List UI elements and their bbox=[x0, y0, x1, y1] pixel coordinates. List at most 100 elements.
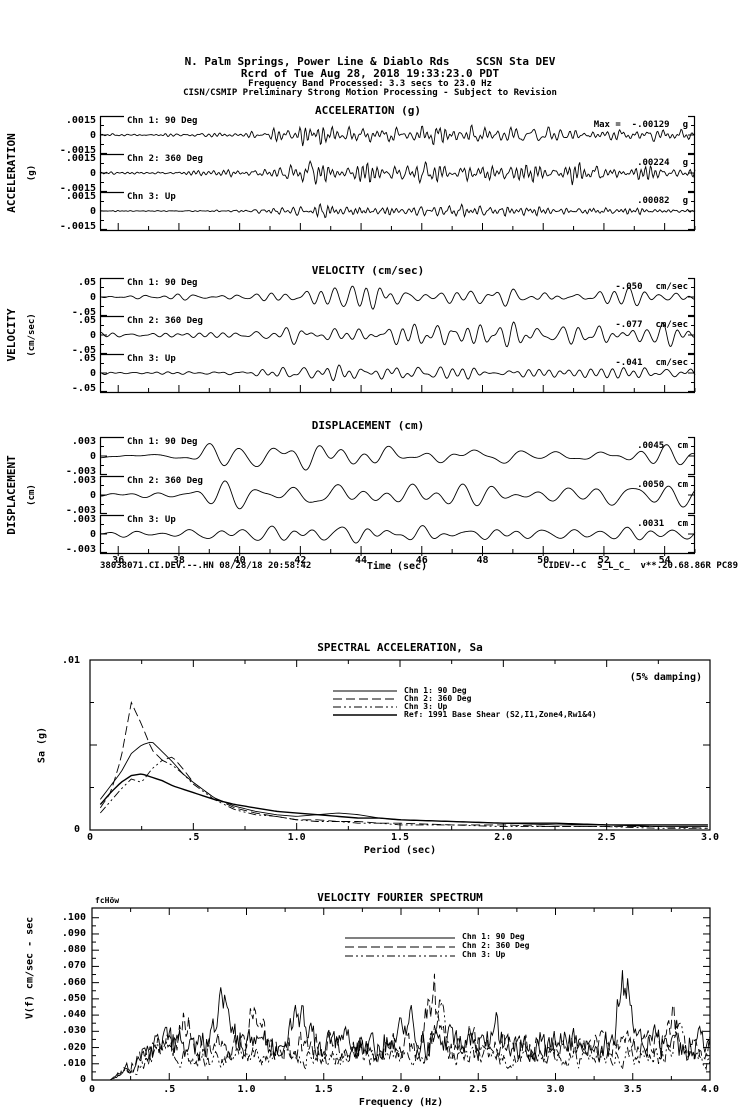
trace-y-max-label: .003 bbox=[71, 514, 96, 525]
fourier-x-tick-label: 2.5 bbox=[469, 1084, 488, 1095]
fourier-y-tick-label: .030 bbox=[61, 1025, 86, 1037]
sa-x-tick-label: 2.5 bbox=[597, 832, 616, 843]
record-datetime: Rcrd of Tue Aug 28, 2018 19:33:23.0 PDT bbox=[240, 67, 500, 80]
time-tick-label: 54 bbox=[658, 555, 671, 566]
sa-legend-chn1: Chn 1: 90 Deg bbox=[404, 686, 467, 695]
trace-y-min-label: -.05 bbox=[71, 383, 96, 394]
channel-label: Chn 1: 90 Deg bbox=[127, 437, 198, 447]
trace-max-annotation: .00082 g bbox=[637, 196, 688, 207]
fourier-x-tick-label: 3.0 bbox=[546, 1084, 565, 1095]
sa-curve bbox=[99, 759, 708, 829]
sa-x-tick-label: 1.5 bbox=[390, 832, 410, 843]
max-unit: g bbox=[682, 158, 688, 168]
trace-y-max-label: .05 bbox=[77, 277, 96, 288]
sa-damping-note: (5% damping) bbox=[629, 672, 702, 683]
sa-curve bbox=[99, 701, 708, 829]
seismic-trace bbox=[99, 525, 696, 544]
max-value: -.041 bbox=[615, 358, 643, 368]
seismic-trace bbox=[99, 159, 696, 186]
sa-x-tick-label: 2.0 bbox=[494, 832, 513, 843]
trace-y-min-label: -.0015 bbox=[59, 145, 96, 156]
channel-label: Chn 1: 90 Deg bbox=[127, 278, 198, 288]
trace-y-min-label: -.05 bbox=[71, 307, 96, 318]
max-value: .0031 bbox=[637, 519, 665, 529]
max-unit: cm/sec bbox=[655, 320, 688, 330]
frequency-band: Frequency Band Processed: 3.3 secs to 23… bbox=[248, 79, 492, 89]
fourier-spectrum-curve bbox=[92, 998, 711, 1081]
max-unit: g bbox=[682, 120, 688, 130]
time-tick-label: 46 bbox=[415, 555, 428, 566]
channel-label: Chn 3: Up bbox=[127, 354, 176, 364]
trace-y-min-label: -.003 bbox=[65, 466, 96, 477]
record-title: N. Palm Springs, Power Line & Diablo Rds… bbox=[184, 55, 556, 68]
fourier-y-tick-label: .010 bbox=[61, 1057, 86, 1069]
fourier-x-tick-label: 0 bbox=[88, 1084, 96, 1095]
fourier-legend-chn3: Chn 3: Up bbox=[462, 950, 506, 959]
trace-max-annotation: -.041 cm/sec bbox=[615, 358, 688, 369]
sa-plot-box bbox=[89, 659, 711, 831]
trace-y-zero-label: 0 bbox=[89, 451, 96, 462]
fourier-y-tick-label: .020 bbox=[61, 1041, 86, 1053]
fourier-x-tick-label: 3.5 bbox=[623, 1084, 642, 1095]
velocity-axis-label: VELOCITY bbox=[4, 308, 18, 362]
acceleration-axis-unit: (g) bbox=[27, 164, 38, 182]
trace-y-zero-label: 0 bbox=[89, 490, 96, 501]
trace-y-zero-label: 0 bbox=[89, 206, 96, 217]
acceleration-axis-label: ACCELERATION bbox=[4, 133, 18, 213]
fourier-x-tick-label: 4.0 bbox=[700, 1084, 720, 1095]
processing-version-footer: CIDEV--C S_L_C_ v**.20.68.86R PC89 bbox=[542, 561, 738, 571]
processing-note: CISN/CSMIP Preliminary Strong Motion Pro… bbox=[183, 88, 557, 98]
trace-y-zero-label: 0 bbox=[89, 130, 96, 141]
trace-y-min-label: -.003 bbox=[65, 544, 96, 555]
max-unit: g bbox=[682, 196, 688, 206]
max-value: .00082 bbox=[637, 196, 670, 206]
sa-x-tick-label: 1.0 bbox=[287, 832, 306, 843]
channel-label: Chn 3: Up bbox=[127, 192, 176, 202]
trace-max-annotation: .0031 cm bbox=[637, 519, 688, 530]
seismic-trace bbox=[99, 285, 696, 310]
max-value: .0045 bbox=[637, 441, 665, 451]
trace-y-max-label: .05 bbox=[77, 315, 96, 326]
sa-y-axis-label: Sa (g) bbox=[36, 726, 48, 764]
trace-max-annotation: -.077 cm/sec bbox=[615, 320, 688, 331]
trace-y-max-label: .003 bbox=[71, 436, 96, 447]
trace-y-min-label: -.003 bbox=[65, 505, 96, 516]
sa-y-zero-label: 0 bbox=[73, 824, 80, 835]
fourier-legend-chn2: Chn 2: 360 Deg bbox=[462, 941, 530, 950]
fourier-legend-chn1: Chn 1: 90 Deg bbox=[462, 932, 525, 941]
max-unit: cm/sec bbox=[655, 282, 688, 292]
trace-y-max-label: .0015 bbox=[65, 153, 96, 164]
trace-max-annotation: .0050 cm bbox=[637, 480, 688, 491]
max-unit: cm bbox=[677, 519, 688, 529]
max-value: -.077 bbox=[615, 320, 643, 330]
max-unit: cm/sec bbox=[655, 358, 688, 368]
channel-label: Chn 2: 360 Deg bbox=[127, 154, 203, 164]
fourier-corner-label: fcHöw bbox=[95, 896, 120, 905]
trace-y-min-label: -.0015 bbox=[59, 183, 96, 194]
time-tick-label: 52 bbox=[597, 555, 610, 566]
sa-legend-ref: Ref: 1991 Base Shear (S2,I1,Zone4,Rw1&4) bbox=[404, 710, 597, 719]
trace-y-min-label: -.05 bbox=[71, 345, 96, 356]
channel-label: Chn 2: 360 Deg bbox=[127, 476, 203, 486]
sa-x-axis-label: Period (sec) bbox=[363, 845, 437, 856]
max-unit: cm bbox=[677, 441, 688, 451]
trace-y-max-label: .003 bbox=[71, 475, 96, 486]
time-tick-label: 42 bbox=[294, 555, 307, 566]
seismic-trace bbox=[99, 443, 696, 471]
seismic-trace bbox=[99, 321, 696, 348]
sa-curve bbox=[99, 741, 708, 828]
trace-max-annotation: Max = -.00129 g bbox=[594, 120, 688, 131]
trace-y-zero-label: 0 bbox=[89, 368, 96, 379]
fourier-y-tick-label: 0 bbox=[79, 1074, 86, 1085]
displacement-panel-title: DISPLACEMENT (cm) bbox=[311, 419, 425, 432]
sa-x-tick-label: 0 bbox=[86, 832, 94, 843]
max-value: .0050 bbox=[637, 480, 665, 490]
sa-x-tick-label: 3.0 bbox=[700, 832, 720, 843]
seismic-trace bbox=[99, 202, 696, 219]
time-tick-label: 36 bbox=[112, 555, 125, 566]
time-tick-label: 40 bbox=[233, 555, 246, 566]
trace-max-annotation: .00224 g bbox=[637, 158, 688, 169]
fourier-x-tick-label: 2.0 bbox=[391, 1084, 411, 1095]
time-tick-label: 38 bbox=[172, 555, 185, 566]
